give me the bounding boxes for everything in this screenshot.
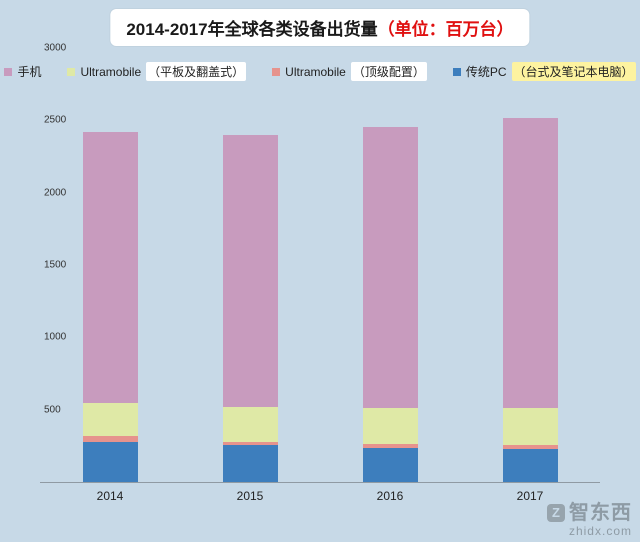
legend-label: 传统PC (465, 65, 507, 79)
chart-title-main: 2014-2017年全球各类设备出货量 (126, 20, 378, 39)
x-tick-label: 2016 (376, 489, 404, 503)
legend-item-1: Ultramobile （平板及翻盖式） (67, 62, 247, 81)
bar-segment (362, 408, 418, 445)
chart-title: 2014-2017年全球各类设备出货量（单位：百万台） (110, 9, 530, 46)
plot-area: 500 1000 1500 2000 2500 3000 2014 2015 2016 2017 (40, 43, 600, 503)
legend-label-boxed: （台式及笔记本电脑） (511, 62, 636, 81)
y-tick-label: 2500 (44, 114, 67, 126)
legend-label: 手机 (17, 65, 42, 79)
bar-2015 (222, 48, 278, 482)
bar-segment (362, 126, 418, 409)
y-tick-label: 1500 (44, 259, 67, 271)
y-tick-label: 3000 (44, 42, 67, 54)
bar-segment (82, 441, 138, 482)
x-tick-label: 2015 (236, 489, 264, 503)
bar-segment (362, 444, 418, 449)
legend: 手机 Ultramobile （平板及翻盖式） Ultramobile （顶级配置） 传统… (0, 62, 640, 81)
y-tick-label: 1000 (44, 331, 67, 343)
y-tick-label: 2000 (44, 187, 67, 199)
legend-item-3: 传统PC （台式及笔记本电脑） (452, 62, 636, 81)
legend-label: Ultramobile (285, 64, 346, 79)
legend-swatch-icon (272, 67, 281, 76)
bar-segment (502, 407, 558, 446)
watermark-domain: zhidx.com (568, 523, 632, 538)
bar-segment (82, 403, 138, 437)
zhidx-logo-icon: Z (547, 503, 565, 522)
bar-2014 (82, 48, 138, 482)
legend-swatch-icon (4, 67, 13, 76)
watermark: Z 智东西 zhidx.com (547, 502, 632, 538)
bar-segment (502, 118, 558, 408)
bar-segment (222, 406, 278, 442)
legend-swatch-icon (67, 67, 76, 76)
bar-segment (222, 134, 278, 407)
bars-container (40, 48, 600, 482)
chart-title-unit: （单位：百万台） (377, 20, 514, 39)
legend-label: Ultramobile (80, 64, 142, 79)
y-tick-label: 500 (44, 404, 61, 416)
bar-segment (502, 449, 558, 482)
bar-segment (222, 445, 278, 482)
legend-label-boxed: （顶级配置） (350, 62, 427, 81)
bar-segment (222, 441, 278, 446)
bar-segment (502, 445, 558, 450)
bar-segment (82, 436, 138, 442)
x-tick-label: 2017 (516, 489, 544, 503)
x-axis-labels: 2014 2015 2016 2017 (40, 489, 600, 503)
bar-2016 (362, 48, 418, 482)
legend-swatch-icon (452, 67, 461, 76)
bar-segment (82, 131, 138, 404)
x-tick-label: 2014 (96, 489, 124, 503)
bar-segment (362, 448, 418, 482)
watermark-brand: 智东西 (569, 501, 632, 524)
legend-item-0: 手机 (4, 63, 41, 80)
legend-item-2: Ultramobile （顶级配置） (272, 62, 427, 81)
legend-label-boxed: （平板及翻盖式） (146, 62, 247, 81)
bar-2017 (502, 48, 558, 482)
